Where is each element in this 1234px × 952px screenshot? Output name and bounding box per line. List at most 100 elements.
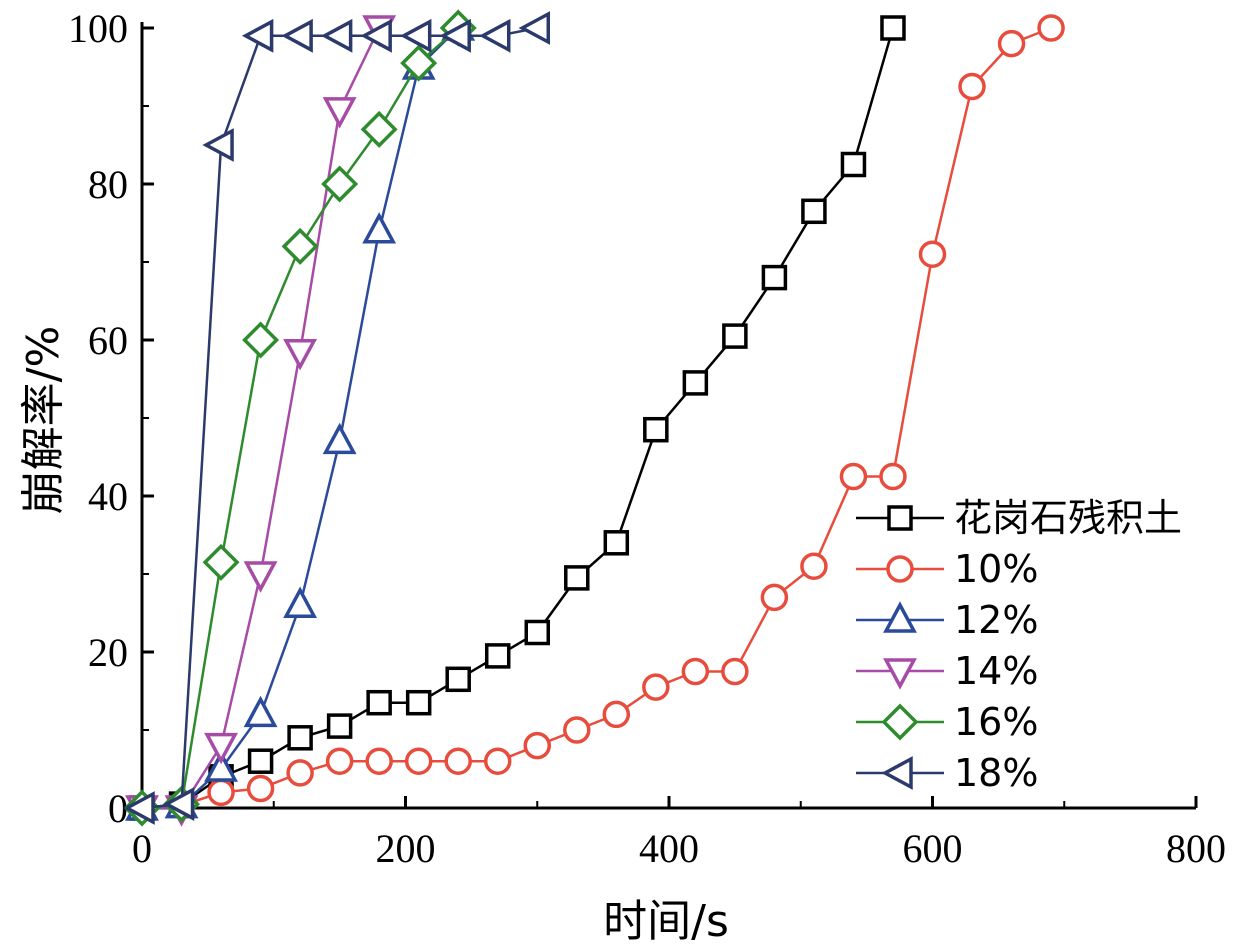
data-point — [362, 212, 397, 244]
legend-marker — [881, 756, 913, 790]
legend-label: 10% — [954, 547, 1038, 591]
series-1 — [128, 14, 1065, 822]
data-point — [283, 338, 318, 371]
data-point — [524, 619, 550, 646]
data-point — [879, 462, 907, 491]
data-point — [1037, 14, 1065, 42]
y-tick-label: 20 — [88, 630, 128, 675]
data-point — [880, 15, 906, 41]
data-point — [602, 700, 631, 729]
x-tick-label: 800 — [1166, 826, 1226, 871]
data-point — [321, 165, 359, 203]
data-point — [287, 725, 313, 751]
data-point — [439, 18, 471, 53]
data-point — [643, 416, 669, 443]
data-point — [761, 264, 788, 291]
data-point — [483, 747, 512, 775]
data-point — [162, 787, 195, 822]
data-point — [204, 750, 238, 782]
data-point — [322, 97, 357, 129]
y-tick-label: 80 — [88, 162, 128, 207]
data-point — [123, 791, 155, 825]
data-point — [760, 583, 789, 612]
data-point — [202, 543, 240, 581]
data-point — [207, 778, 235, 807]
x-tick-label: 200 — [376, 826, 436, 871]
series-line — [141, 27, 895, 810]
data-point — [360, 110, 398, 148]
data-point — [283, 586, 318, 618]
data-point — [242, 321, 280, 359]
legend-marker — [881, 703, 919, 741]
data-point — [204, 732, 238, 765]
data-point — [399, 18, 432, 53]
data-point — [281, 227, 319, 265]
data-point — [281, 18, 313, 53]
legend-item: 16% — [856, 700, 1038, 744]
y-tick-label: 0 — [108, 786, 128, 831]
data-point — [642, 673, 670, 701]
legend-marker — [883, 658, 917, 690]
data-point — [241, 18, 274, 53]
data-point — [997, 29, 1026, 58]
data-point — [325, 747, 354, 775]
data-point — [603, 530, 630, 556]
series-layer — [123, 9, 1065, 827]
data-point — [479, 18, 511, 53]
y-tick-label: 40 — [88, 474, 128, 519]
data-point — [360, 18, 392, 53]
data-point — [444, 747, 472, 775]
legend-marker — [883, 601, 917, 633]
series-line — [141, 26, 538, 810]
data-point — [518, 11, 550, 45]
y-tick-label: 100 — [68, 6, 128, 51]
legend-label: 16% — [954, 700, 1038, 744]
legend-marker — [886, 555, 914, 583]
legend-marker — [887, 505, 913, 531]
data-point — [958, 72, 986, 101]
series-5 — [123, 11, 550, 825]
data-point — [563, 716, 591, 744]
data-point — [286, 759, 314, 787]
data-point — [839, 462, 868, 491]
legend-item: 花岗石残积土 — [856, 496, 1182, 540]
x-tick-label: 0 — [132, 826, 152, 871]
legend-item: 14% — [856, 649, 1038, 693]
data-point — [365, 747, 393, 775]
data-point — [400, 44, 438, 82]
x-axis-title: 时间/s — [603, 896, 729, 947]
x-tick-label: 600 — [903, 826, 963, 871]
legend-item: 10% — [856, 547, 1038, 591]
data-point — [246, 774, 275, 803]
x-tick-label: 400 — [639, 826, 699, 871]
data-point — [326, 713, 353, 739]
data-point — [405, 689, 432, 716]
y-axis-title: 崩解率/% — [18, 326, 69, 515]
data-point — [404, 747, 433, 775]
data-point — [800, 552, 828, 580]
data-point — [366, 689, 392, 716]
data-point — [322, 422, 357, 455]
data-point — [722, 323, 748, 349]
data-point — [681, 657, 710, 686]
y-tick-label: 60 — [88, 318, 128, 363]
legend: 花岗石残积土 10% 12% 14% 16% 18% — [856, 496, 1182, 795]
axis-ticks: 0 200 400 600 800 0 20 40 60 80 100 — [68, 6, 1226, 871]
data-point — [320, 18, 353, 53]
legend-label: 14% — [954, 649, 1038, 693]
legend-item: 18% — [856, 751, 1038, 795]
data-point — [247, 748, 274, 774]
legend-item: 12% — [856, 598, 1038, 642]
data-point — [484, 643, 511, 669]
data-point — [721, 657, 749, 686]
data-point — [801, 198, 827, 225]
data-point — [445, 666, 471, 693]
legend-label: 18% — [954, 751, 1038, 795]
data-point — [564, 565, 590, 591]
data-point — [523, 731, 551, 760]
data-point — [243, 695, 278, 728]
legend-label: 12% — [954, 598, 1038, 642]
data-point — [682, 370, 709, 396]
legend-label: 花岗石残积土 — [954, 496, 1182, 540]
